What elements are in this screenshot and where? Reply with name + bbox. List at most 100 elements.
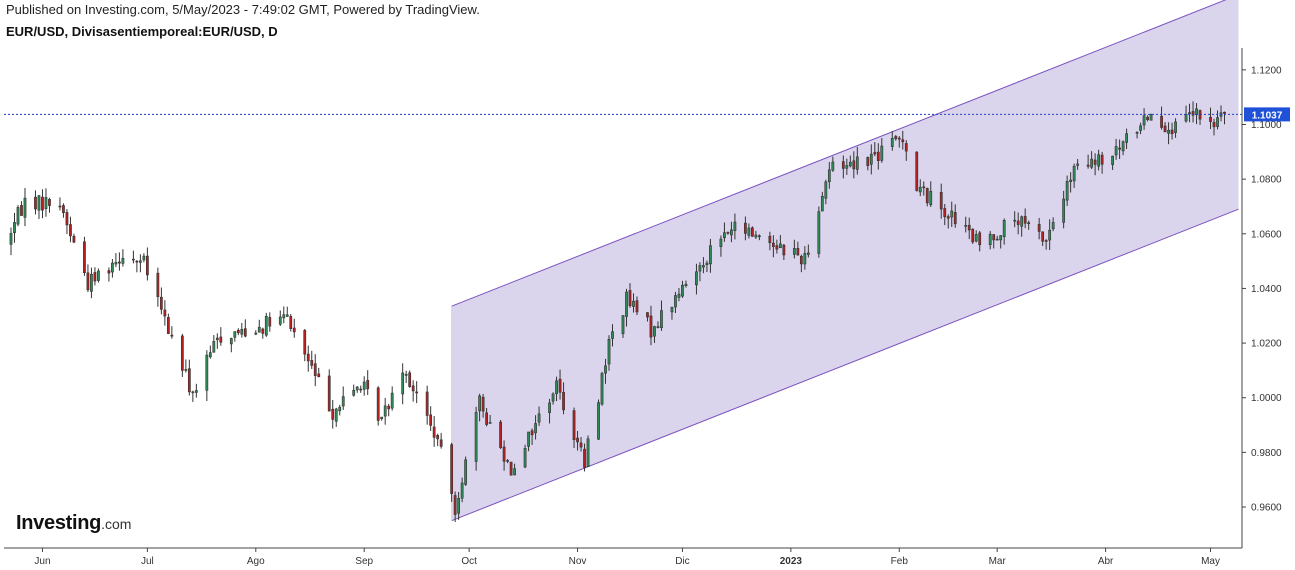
candle-body (219, 336, 223, 343)
candle-body (876, 151, 880, 161)
candle-body (946, 216, 950, 219)
candle (1090, 151, 1094, 170)
candle (747, 223, 751, 239)
candle-body (1100, 154, 1104, 165)
candle (16, 205, 20, 227)
candle (855, 146, 859, 175)
candle (233, 331, 237, 342)
candle-body (625, 291, 628, 317)
candle (873, 142, 877, 157)
candle-body (684, 283, 688, 287)
candle (93, 267, 97, 286)
candle-body (453, 495, 457, 515)
candle (317, 367, 321, 378)
candle (261, 327, 265, 339)
candle-body (999, 235, 1003, 241)
candle (1114, 138, 1118, 160)
candle-body (16, 207, 20, 225)
published-caption: Published on Investing.com, 5/May/2023 -… (6, 2, 480, 17)
candle-body (751, 227, 754, 237)
candle (1184, 105, 1188, 123)
candle (880, 138, 884, 163)
candle (191, 390, 195, 402)
candle (282, 306, 286, 324)
candle (240, 322, 244, 338)
candle (464, 456, 468, 486)
candle (1167, 122, 1170, 145)
candle (576, 430, 579, 451)
candle-body (1016, 220, 1020, 225)
candle-body (621, 315, 625, 334)
x-tick-label: Nov (569, 556, 587, 567)
candle (257, 319, 261, 333)
candle (474, 406, 478, 471)
candle (583, 443, 586, 472)
candle (355, 386, 359, 393)
candle-body (600, 373, 604, 405)
logo-main: Investing (16, 512, 102, 534)
candle-body (1142, 115, 1146, 126)
candle-body (376, 387, 380, 421)
candle-body (62, 205, 65, 213)
candle-body (170, 334, 174, 337)
y-tick-label: 0.9600 (1251, 503, 1282, 514)
x-tick-label: Abr (1098, 556, 1114, 567)
candle (114, 253, 118, 268)
candle (219, 327, 223, 346)
candle (436, 433, 440, 447)
candle-body (352, 389, 356, 396)
candle-body (978, 232, 982, 246)
y-tick-label: 1.0400 (1251, 284, 1282, 295)
candle (1041, 231, 1045, 246)
candle-body (1097, 154, 1100, 167)
candle-body (775, 245, 779, 250)
candle (205, 350, 209, 401)
candle-body (513, 468, 516, 476)
candle-body (1191, 111, 1195, 116)
candle-body (107, 270, 111, 274)
candle (1163, 122, 1167, 133)
candle-body (401, 372, 405, 395)
candle-body (754, 234, 758, 238)
candle (83, 236, 86, 276)
candle-body (23, 197, 27, 218)
candle-body (695, 271, 698, 286)
candle (684, 280, 688, 288)
last-price-label: 1.1037 (1252, 110, 1283, 121)
candle-body (950, 210, 954, 218)
candle-body (41, 196, 44, 211)
candle (649, 305, 653, 346)
candle (1209, 107, 1212, 130)
candle (988, 231, 992, 250)
candle-body (215, 337, 219, 341)
candle-body (341, 396, 345, 407)
candle-body (953, 212, 957, 225)
candle (523, 444, 527, 469)
y-tick-label: 1.0000 (1251, 393, 1282, 404)
candle-body (499, 421, 502, 448)
candle-body (310, 360, 314, 366)
candle-body (1160, 115, 1163, 128)
candle (953, 204, 957, 228)
candle (604, 358, 607, 384)
x-tick-label: May (1201, 556, 1220, 567)
candle (681, 280, 684, 298)
candle-body (702, 265, 705, 268)
candle-body (537, 413, 541, 423)
candle-body (845, 165, 849, 169)
investing-logo: Investing.com (16, 512, 131, 535)
candle (778, 235, 782, 249)
candle-body (355, 386, 359, 391)
candle-body (653, 326, 656, 337)
candle-body (782, 244, 786, 256)
channel-fill (451, 0, 1239, 521)
candle (1188, 103, 1191, 123)
candle (929, 181, 933, 207)
candle-body (83, 241, 86, 273)
candle (915, 151, 919, 192)
candle (86, 264, 90, 293)
candle-body (904, 143, 908, 152)
candle-body (674, 295, 677, 308)
candle-body (1027, 222, 1031, 225)
